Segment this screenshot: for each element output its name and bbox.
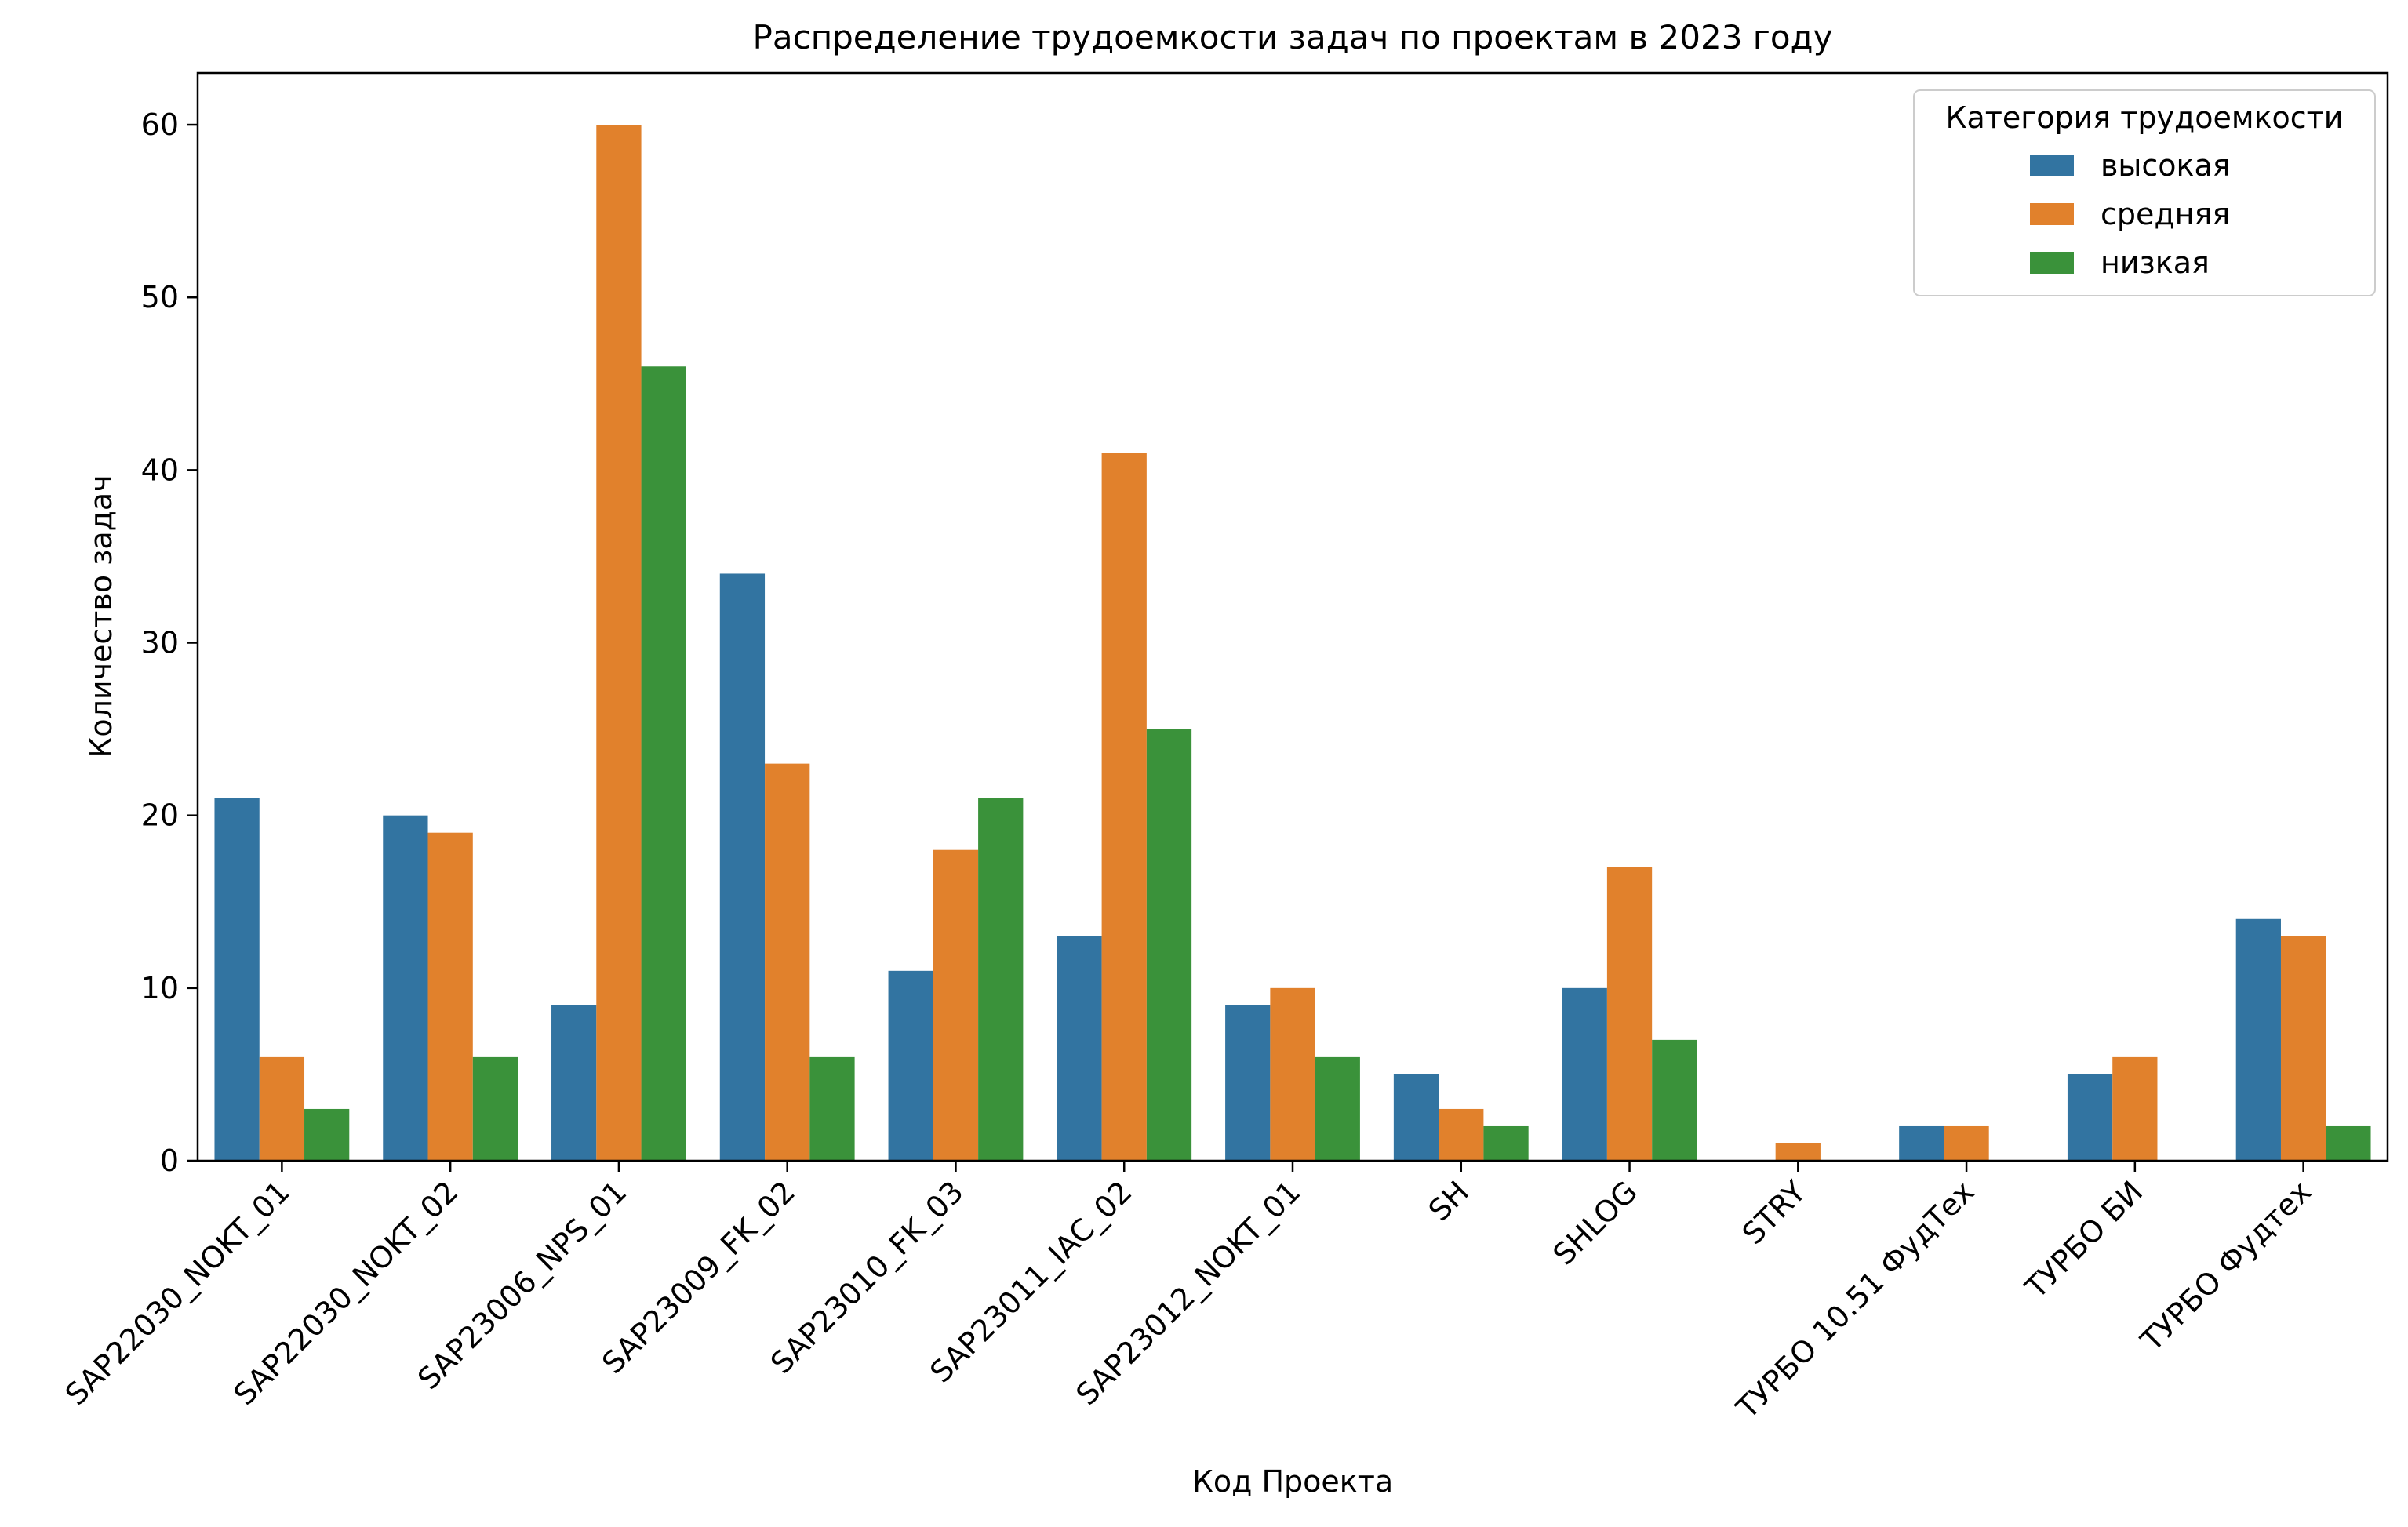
bar <box>978 798 1024 1161</box>
bar <box>1225 1005 1271 1161</box>
bar <box>596 125 642 1161</box>
bar <box>1899 1125 1944 1161</box>
bar <box>304 1108 350 1161</box>
bar <box>2067 1074 2113 1161</box>
y-tick-label: 50 <box>141 280 179 314</box>
bars-layer <box>214 125 2371 1161</box>
legend-box <box>1913 89 2376 296</box>
bar <box>719 573 766 1161</box>
bar <box>1393 1074 1439 1161</box>
bar <box>2280 936 2326 1161</box>
bar <box>1315 1056 1360 1161</box>
bar <box>1057 936 1102 1161</box>
y-tick-label: 0 <box>160 1143 179 1178</box>
bar <box>472 1056 518 1161</box>
bar <box>259 1056 305 1161</box>
bar <box>1101 453 1147 1161</box>
bar <box>2112 1056 2158 1161</box>
legend-label: высокая <box>2101 148 2231 183</box>
legend-swatch <box>2030 252 2074 274</box>
bar <box>809 1056 855 1161</box>
bar <box>2235 918 2281 1161</box>
legend-swatch <box>2030 203 2074 225</box>
legend-label: средняя <box>2101 197 2230 231</box>
bar <box>933 849 979 1161</box>
bar <box>1775 1143 1821 1161</box>
bar <box>427 832 473 1161</box>
x-axis-label: Код Проекта <box>1192 1464 1393 1499</box>
y-axis-label: Количество задач <box>84 474 118 758</box>
y-tick-label: 60 <box>141 107 179 142</box>
chart-title: Распределение трудоемкости задач по прое… <box>753 18 1833 56</box>
legend-title: Категория трудоемкости <box>1946 100 2344 135</box>
legend-swatch <box>2030 155 2074 176</box>
bar <box>1270 987 1315 1161</box>
y-tick-label: 40 <box>141 453 179 487</box>
bar <box>1146 729 1192 1161</box>
legend-label: низкая <box>2101 245 2210 280</box>
bar <box>383 815 428 1161</box>
bar <box>551 1005 597 1161</box>
y-tick-label: 20 <box>141 798 179 833</box>
y-tick-label: 10 <box>141 971 179 1005</box>
legend: Категория трудоемкости высокая средняя низк… <box>1913 89 2376 296</box>
bar <box>2326 1125 2371 1161</box>
bar <box>1439 1108 1484 1161</box>
bar <box>888 970 933 1161</box>
bar <box>1944 1125 1989 1161</box>
y-tick-label: 30 <box>141 626 179 660</box>
bar <box>1483 1125 1529 1161</box>
bar <box>214 798 260 1161</box>
bar <box>641 366 686 1161</box>
bar <box>765 763 810 1161</box>
bar <box>1606 867 1653 1161</box>
bar <box>1652 1039 1697 1161</box>
bar <box>1562 987 1607 1161</box>
